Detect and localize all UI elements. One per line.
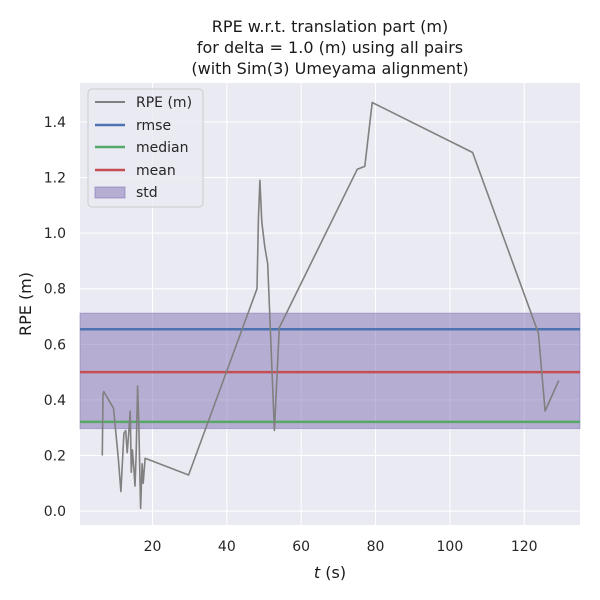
x-tick-label-1: 40 — [218, 539, 236, 555]
y-axis-label: RPE (m) — [16, 272, 35, 336]
x-axis-label: t (s) — [314, 563, 346, 582]
x-tick-label-2: 60 — [292, 539, 310, 555]
x-axis-label-variable: t — [314, 563, 321, 582]
tick-labels: 20 40 60 80 100 120 0.0 0.2 0.4 0.6 0.8 1.0 1.2 1.4 — [44, 115, 538, 555]
chart-title-line-2: for delta = 1.0 (m) using all pairs — [197, 38, 463, 57]
legend-label-median: median — [136, 140, 188, 156]
y-tick-label-3: 0.6 — [44, 337, 66, 353]
x-tick-label-0: 20 — [144, 539, 162, 555]
rpe-series-line — [101, 101, 560, 510]
series-layer — [101, 101, 560, 510]
y-tick-label-2: 0.4 — [44, 393, 66, 409]
y-tick-label-7: 1.4 — [44, 115, 66, 131]
std-band — [79, 312, 581, 430]
legend-swatch-std — [94, 186, 126, 199]
chart-title-line-3: (with Sim(3) Umeyama alignment) — [191, 59, 468, 78]
legend-label-rmse: rmse — [136, 118, 171, 134]
stat-lines-layer — [80, 328, 580, 424]
y-tick-label-0: 0.0 — [44, 504, 66, 520]
y-tick-label-1: 0.2 — [44, 449, 66, 465]
x-tick-label-3: 80 — [367, 539, 385, 555]
legend: RPE (m) rmse median mean std — [87, 88, 204, 208]
chart-title-line-1: RPE w.r.t. translation part (m) — [212, 17, 448, 36]
legend-label-std: std — [136, 185, 158, 201]
legend-label-mean: mean — [136, 163, 176, 179]
std-band-layer — [79, 312, 581, 430]
y-tick-label-6: 1.2 — [44, 171, 66, 187]
legend-box — [87, 88, 204, 208]
x-tick-label-5: 120 — [511, 539, 538, 555]
legend-label-rpe: RPE (m) — [136, 95, 192, 111]
x-tick-label-4: 100 — [437, 539, 464, 555]
x-axis-label-unit: (s) — [320, 563, 346, 582]
y-tick-label-5: 1.0 — [44, 226, 66, 242]
y-tick-label-4: 0.8 — [44, 282, 66, 298]
